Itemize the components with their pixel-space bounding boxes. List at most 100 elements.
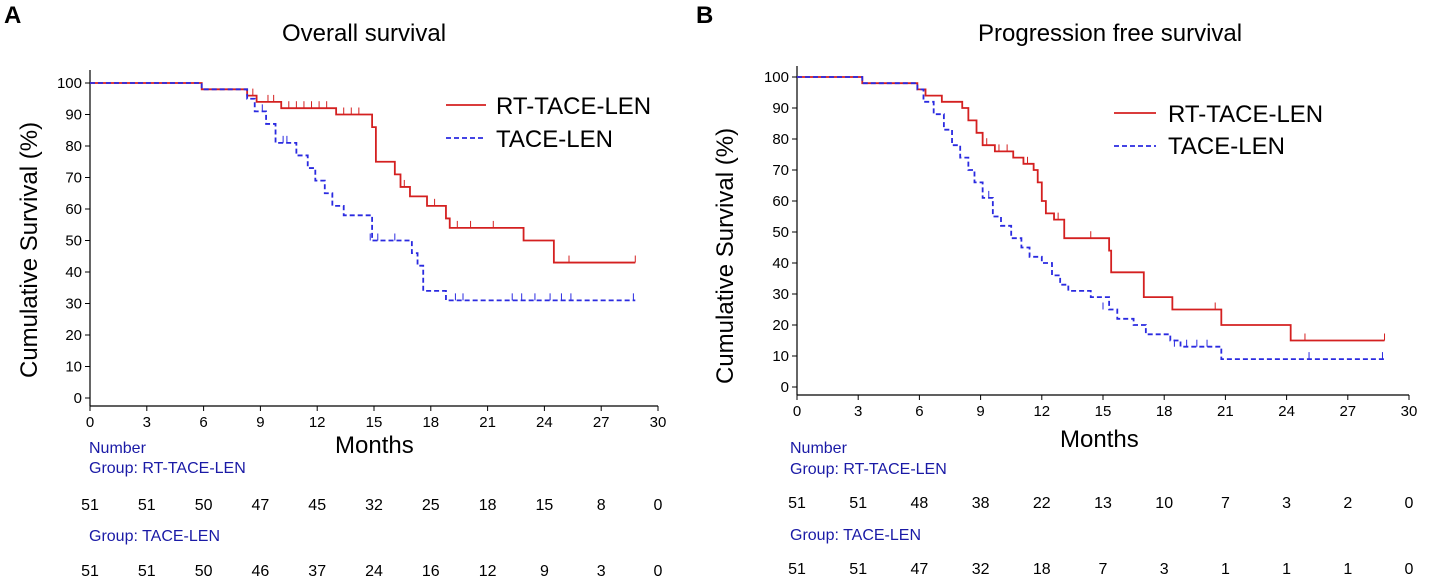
- series-line-tace-len: [797, 76, 1385, 360]
- risk-count: 38: [971, 495, 990, 512]
- risk-count: 15: [535, 497, 554, 514]
- x-tick-label: 24: [536, 414, 553, 431]
- x-tick-label: 21: [479, 414, 496, 431]
- y-tick-label: 100: [57, 75, 82, 92]
- risk-count: 1: [1282, 561, 1292, 578]
- risk-count: 3: [1282, 495, 1292, 512]
- risk-count: 1: [1343, 561, 1353, 578]
- y-tick-label: 10: [772, 348, 789, 365]
- x-tick-label: 15: [1095, 403, 1112, 420]
- x-axis-label: Months: [1060, 426, 1139, 453]
- risk-count: 51: [849, 561, 868, 578]
- panel-progression-free-survival: B Progression free survival 0 10 20 30 40 50 6…: [696, 0, 1417, 582]
- km-chart: 0 10 20 30 40 50 60 70 80 90 100 0 3 6 9 12 15 18 21 24 27 30: [57, 70, 667, 431]
- risk-count: 51: [788, 495, 806, 512]
- risk-count: 51: [788, 561, 806, 578]
- x-tick-label: 30: [1401, 403, 1418, 420]
- risk-count: 32: [971, 561, 990, 578]
- risk-count: 51: [137, 563, 156, 580]
- x-tick-label: 27: [593, 414, 610, 431]
- y-tick-label: 80: [772, 131, 789, 148]
- y-tick-label: 30: [772, 286, 789, 303]
- x-tick-label: 6: [915, 403, 923, 420]
- y-tick-label: 60: [772, 193, 789, 210]
- risk-count: 51: [137, 497, 156, 514]
- panel-overall-survival: A Overall survival 0 10 20 30 40 50 60 70 80 90 10…: [0, 0, 714, 582]
- risk-count: 50: [194, 563, 213, 580]
- panel-letter: A: [4, 2, 22, 29]
- x-tick-label: 9: [976, 403, 984, 420]
- x-tick-label: 3: [143, 414, 151, 431]
- y-tick-label: 90: [65, 107, 82, 124]
- y-tick-label: 90: [772, 100, 789, 117]
- risk-count: 12: [478, 563, 497, 580]
- x-tick-label: 9: [256, 414, 264, 431]
- risk-count: 7: [1220, 495, 1230, 512]
- risk-count: 50: [194, 497, 213, 514]
- x-tick-label: 12: [309, 414, 326, 431]
- x-tick-label: 30: [650, 414, 667, 431]
- km-chart: 0 10 20 30 40 50 60 70 80 90 100 0 3 6 9 12 15 18 21 24 27 30: [764, 66, 1418, 420]
- legend-label-rt-tace-len: RT-TACE-LEN: [496, 93, 652, 120]
- risk-count: 3: [596, 563, 606, 580]
- risk-count: 0: [1404, 495, 1414, 512]
- risk-count: 32: [365, 497, 383, 514]
- risk-count: 51: [81, 563, 99, 580]
- risk-count: 51: [849, 495, 868, 512]
- y-axis-label: Cumulative Survival (%): [712, 127, 739, 384]
- y-tick-label: 20: [65, 327, 82, 344]
- risk-count: 0: [653, 563, 663, 580]
- y-tick-label: 0: [781, 379, 789, 396]
- x-axis-label: Months: [335, 432, 414, 459]
- risk-count: 45: [308, 497, 327, 514]
- y-tick-label: 100: [764, 69, 789, 86]
- risk-group1-label: Group: RT-TACE-LEN: [89, 460, 246, 477]
- series-line-rt-tace-len: [797, 76, 1385, 342]
- series-line-rt-tace-len: [90, 82, 636, 264]
- y-tick-label: 10: [65, 359, 82, 376]
- risk-group2-label: Group: TACE-LEN: [790, 527, 922, 544]
- number-at-risk-label: Number: [89, 440, 146, 457]
- risk-count: 1: [1220, 561, 1230, 578]
- x-tick-label: 18: [1156, 403, 1173, 420]
- risk-count: 47: [910, 561, 929, 578]
- y-tick-label: 80: [65, 138, 82, 155]
- x-tick-label: 0: [86, 414, 94, 431]
- y-tick-label: 20: [772, 317, 789, 334]
- x-tick-label: 0: [793, 403, 801, 420]
- x-tick-label: 24: [1278, 403, 1295, 420]
- risk-group1-label: Group: RT-TACE-LEN: [790, 461, 947, 478]
- x-tick-label: 3: [854, 403, 862, 420]
- risk-count: 8: [596, 497, 606, 514]
- y-tick-label: 0: [74, 390, 82, 407]
- x-tick-label: 18: [422, 414, 439, 431]
- risk-count: 22: [1032, 495, 1051, 512]
- y-tick-label: 50: [65, 233, 82, 250]
- risk-count: 3: [1159, 561, 1169, 578]
- risk-count: 51: [81, 497, 99, 514]
- y-tick-label: 30: [65, 296, 82, 313]
- y-tick-label: 70: [65, 170, 82, 187]
- y-axis-label: Cumulative Survival (%): [16, 121, 43, 378]
- panel-letter: B: [696, 2, 714, 29]
- risk-count: 9: [539, 563, 549, 580]
- y-tick-label: 40: [772, 255, 789, 272]
- risk-count: 0: [653, 497, 663, 514]
- legend-label-rt-tace-len: RT-TACE-LEN: [1168, 101, 1324, 128]
- risk-count: 24: [365, 563, 383, 580]
- risk-count: 2: [1343, 495, 1353, 512]
- x-tick-label: 15: [366, 414, 383, 431]
- legend-label-tace-len: TACE-LEN: [1168, 133, 1285, 160]
- risk-count: 46: [251, 563, 270, 580]
- y-tick-label: 70: [772, 162, 789, 179]
- x-tick-label: 27: [1339, 403, 1356, 420]
- risk-count: 0: [1404, 561, 1414, 578]
- chart-title: Overall survival: [282, 20, 447, 47]
- risk-count: 47: [251, 497, 270, 514]
- risk-count: 37: [308, 563, 327, 580]
- x-tick-label: 12: [1033, 403, 1050, 420]
- x-tick-label: 21: [1217, 403, 1234, 420]
- risk-count: 10: [1155, 495, 1174, 512]
- risk-count: 18: [1032, 561, 1051, 578]
- risk-count: 18: [478, 497, 497, 514]
